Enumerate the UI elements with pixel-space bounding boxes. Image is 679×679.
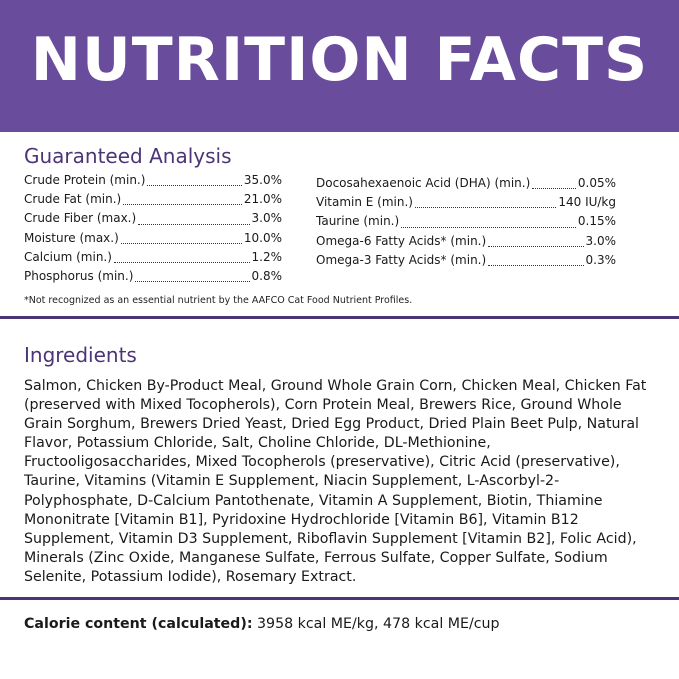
nutrient-label: Crude Protein (min.)	[24, 173, 146, 187]
dot-leader	[113, 262, 250, 264]
nutrient-row: Omega-3 Fatty Acids* (min.) 0.3%	[316, 251, 616, 270]
dot-leader	[532, 188, 576, 190]
nutrient-row: Taurine (min.) 0.15%	[316, 212, 616, 231]
dot-leader	[123, 204, 242, 206]
nutrient-label: Crude Fiber (max.)	[24, 211, 137, 226]
analysis-right-column: Docosahexaenoic Acid (DHA) (min.) 0.05% Vi…	[316, 174, 616, 270]
header-banner: NUTRITION FACTS	[0, 0, 679, 132]
nutrient-value: 0.8%	[251, 269, 283, 284]
calorie-label: Calorie content (calculated):	[24, 616, 253, 632]
dot-leader	[135, 281, 250, 283]
ingredients-title: Ingredients	[24, 343, 137, 367]
analysis-left-column: Crude Protein (min.) 35.0% Crude Fat (min.…	[24, 171, 282, 286]
page-title: NUTRITION FACTS	[30, 25, 649, 95]
nutrient-value: 140 IU/kg	[558, 195, 616, 210]
nutrient-row: Calcium (min.) 1.2%	[24, 248, 282, 267]
nutrient-row: Crude Protein (min.) 35.0%	[24, 171, 282, 190]
ingredients-text: Salmon, Chicken By-Product Meal, Ground …	[24, 378, 647, 585]
nutrient-row: Crude Fiber (max.) 3.0%	[24, 209, 282, 228]
nutrient-row: Vitamin E (min.) 140 IU/kg	[316, 193, 616, 212]
calorie-value: 3958 kcal ME/kg, 478 kcal ME/cup	[257, 616, 500, 632]
nutrient-label: Calcium (min.)	[24, 249, 112, 264]
nutrient-label: Phosphorus (min.)	[24, 269, 134, 284]
dot-leader	[414, 207, 557, 209]
dot-leader	[147, 185, 242, 187]
nutrient-row: Crude Fat (min.) 21.0%	[24, 190, 282, 209]
nutrient-value: 0.05%	[577, 176, 616, 190]
nutrient-value: 1.2%	[251, 249, 283, 264]
guaranteed-analysis-title: Guaranteed Analysis	[24, 144, 232, 168]
nutrient-value: 3.0%	[585, 233, 617, 248]
nutrient-label: Vitamin E (min.)	[316, 195, 413, 210]
nutrient-row: Phosphorus (min.) 0.8%	[24, 267, 282, 286]
calorie-content: Calorie content (calculated): 3958 kcal …	[24, 616, 500, 632]
nutrient-label: Taurine (min.)	[316, 214, 400, 229]
dot-leader	[138, 223, 250, 225]
nutrient-value: 10.0%	[243, 230, 282, 245]
dot-leader	[488, 265, 584, 267]
section-divider	[0, 597, 679, 600]
nutrient-value: 35.0%	[243, 173, 282, 187]
nutrient-row: Omega-6 Fatty Acids* (min.) 3.0%	[316, 232, 616, 251]
nutrient-label: Omega-3 Fatty Acids* (min.)	[316, 252, 487, 267]
analysis-footnote: *Not recognized as an essential nutrient…	[24, 295, 413, 306]
dot-leader	[401, 226, 576, 228]
section-divider	[0, 316, 679, 319]
nutrient-label: Crude Fat (min.)	[24, 192, 122, 207]
nutrient-value: 0.15%	[577, 214, 616, 229]
nutrient-label: Docosahexaenoic Acid (DHA) (min.)	[316, 176, 531, 190]
nutrient-label: Moisture (max.)	[24, 230, 119, 245]
nutrient-value: 3.0%	[251, 211, 283, 226]
nutrient-row: Moisture (max.) 10.0%	[24, 229, 282, 248]
nutrient-value: 21.0%	[243, 192, 282, 207]
dot-leader	[120, 242, 242, 244]
dot-leader	[488, 245, 584, 247]
nutrient-row: Docosahexaenoic Acid (DHA) (min.) 0.05%	[316, 174, 616, 193]
nutrient-value: 0.3%	[585, 252, 617, 267]
nutrient-label: Omega-6 Fatty Acids* (min.)	[316, 233, 487, 248]
